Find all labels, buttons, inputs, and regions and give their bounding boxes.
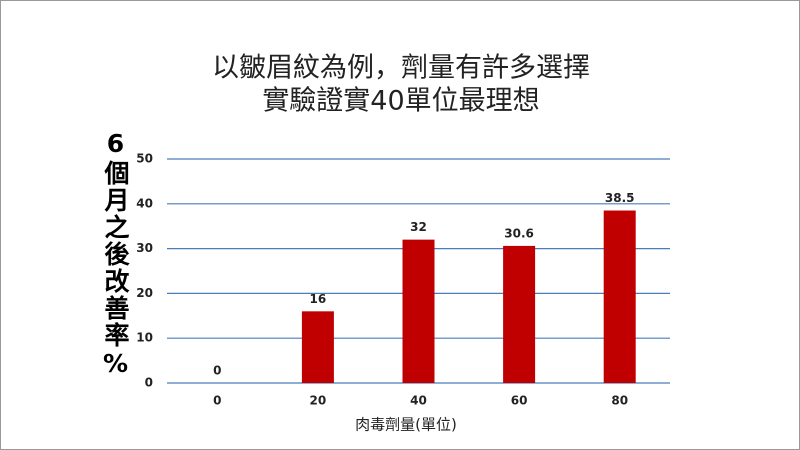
chart-title: 實驗證實40單位最理想 bbox=[262, 86, 539, 117]
value-label: 32 bbox=[410, 220, 427, 234]
bar bbox=[402, 239, 435, 383]
value-label: 30.6 bbox=[504, 226, 534, 240]
x-tick-label: 0 bbox=[213, 394, 221, 408]
bar bbox=[603, 210, 636, 383]
chart-title: 以皺眉紋為例，劑量有許多選擇 bbox=[212, 53, 590, 84]
y-tick-label: 30 bbox=[136, 241, 153, 255]
y-tick-label: 0 bbox=[145, 376, 153, 390]
x-tick-label: 20 bbox=[310, 394, 327, 408]
y-tick-label: 40 bbox=[136, 196, 153, 210]
x-axis-label: 肉毒劑量(單位) bbox=[355, 416, 457, 434]
bar bbox=[503, 245, 536, 383]
y-axis-label: 6個月之後改善率% bbox=[101, 129, 130, 380]
x-tick-label: 60 bbox=[511, 394, 528, 408]
bar bbox=[301, 311, 334, 383]
y-tick-label: 10 bbox=[136, 331, 153, 345]
value-label: 16 bbox=[310, 292, 327, 306]
value-label: 38.5 bbox=[605, 191, 635, 205]
y-tick-label: 50 bbox=[136, 152, 153, 166]
x-tick-label: 80 bbox=[611, 394, 628, 408]
y-tick-label: 20 bbox=[136, 286, 153, 300]
x-tick-label: 40 bbox=[410, 394, 427, 408]
value-label: 0 bbox=[213, 364, 221, 378]
